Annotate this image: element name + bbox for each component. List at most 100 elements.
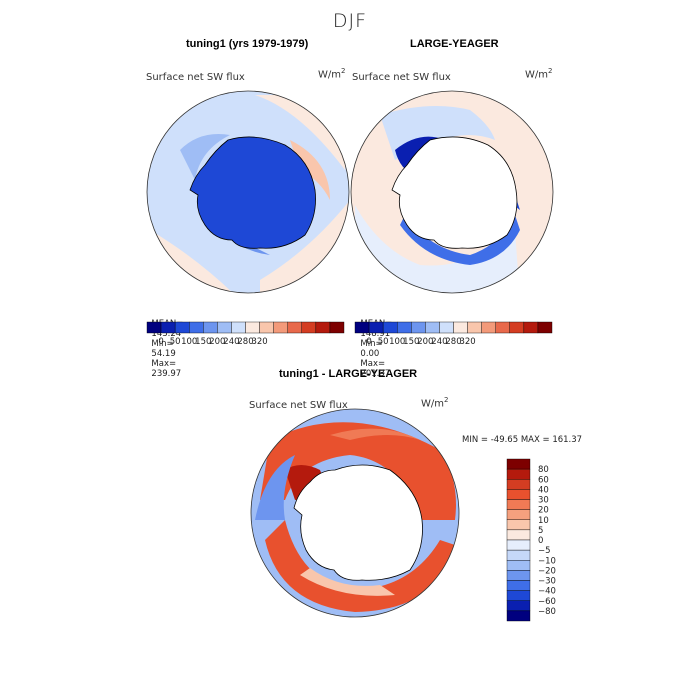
stat-mean-value: 143.24 [151, 329, 182, 339]
field-patch-weak-pos [300, 568, 395, 596]
map-panel-obs [351, 91, 553, 293]
stat-min-value: 54.19 [151, 349, 176, 359]
stat-mean-value: 148.91 [360, 329, 391, 339]
stat-min-label: Min= [360, 339, 383, 349]
colorbar-tick-label: 30 [538, 496, 549, 506]
colorbar-swatch [354, 321, 370, 334]
antarctica-landmass [293, 464, 423, 581]
field-ring-pos [260, 422, 456, 520]
colorbar-swatch [329, 321, 345, 334]
stat-max-label: Max= [151, 359, 177, 369]
stat-min-label: Min= [151, 339, 174, 349]
colorbar-swatch [160, 321, 176, 334]
antarctica-landmass [391, 136, 518, 249]
colorbar-swatch [368, 321, 384, 334]
units-label-model: W/m2 [318, 67, 345, 80]
colorbar-swatch [301, 321, 317, 334]
colorbar-swatch [189, 321, 204, 334]
colorbar-swatch [506, 468, 531, 480]
colorbar-swatch [259, 321, 274, 334]
colorbar-swatch [315, 321, 331, 334]
main-title: DJF [332, 10, 368, 32]
colorbar-tick-label: 320 [251, 337, 267, 347]
colorbar-swatch [506, 570, 531, 581]
colorbar-swatch [425, 321, 440, 334]
colorbar-tick-label: −30 [538, 577, 556, 587]
units-exponent: 2 [548, 67, 553, 75]
colorbar-swatch [495, 321, 510, 334]
colorbar-tick-label: −20 [538, 566, 556, 576]
colorbar-swatch [217, 321, 232, 334]
colorbar-swatch [506, 479, 531, 490]
map-panel-model [147, 91, 349, 293]
colorbar-tick-label: −10 [538, 556, 556, 566]
colorbar-tick-label: 320 [459, 337, 475, 347]
map-border-model [146, 90, 350, 294]
colorbar-tick-label: 0 [366, 337, 371, 347]
colorbar-tick-label: 20 [538, 506, 549, 516]
panel-title-obs: LARGE-YEAGER [410, 38, 499, 50]
colorbar-swatch [506, 529, 531, 541]
units-label-obs: W/m2 [525, 67, 552, 80]
colorbar-tick-label: 100 [389, 337, 405, 347]
colorbar-swatch [509, 321, 525, 334]
colorbar-tick-label: 50 [378, 337, 389, 347]
colorbar-tick-label: 280 [237, 337, 253, 347]
colorbar-swatch [506, 499, 531, 510]
colorbar-swatch [506, 560, 531, 571]
colorbar-swatch [506, 590, 531, 601]
colorbar-tick-label: −40 [538, 587, 556, 597]
colorbar-tick-label: 0 [538, 536, 543, 546]
units-label-diff: W/m2 [421, 396, 448, 409]
units-exponent: 2 [341, 67, 346, 75]
colorbar-tick-label: 5 [538, 526, 543, 536]
colorbar-swatch [245, 321, 260, 334]
colorbar-swatch [481, 321, 496, 334]
colorbar-swatch [506, 458, 531, 470]
colorbar-tick-label: −60 [538, 597, 556, 607]
panel-title-model: tuning1 (yrs 1979-1979) [186, 38, 309, 50]
stat-min-value: 0.00 [360, 349, 380, 359]
field-patch-neg [180, 134, 230, 180]
colorbar-swatch [506, 489, 531, 500]
colorbar-swatch [506, 509, 531, 520]
colorbar-swatch [506, 610, 531, 622]
map-panel-diff [251, 409, 459, 617]
colorbar-tick-label: 50 [170, 337, 181, 347]
colorbar-tick-label: −80 [538, 607, 556, 617]
colorbar-tick-label: 150 [195, 337, 211, 347]
units-text: W/m [421, 398, 444, 410]
colorbar-tick-label: 240 [431, 337, 447, 347]
map-border-diff [250, 408, 460, 618]
field-patch-neg [255, 455, 295, 520]
colorbar-swatch [231, 321, 246, 334]
units-text: W/m [318, 69, 341, 81]
field-patch-mid-pos [290, 140, 330, 200]
colorbar-tick-label: −5 [538, 546, 551, 556]
colorbar-swatch [174, 321, 190, 334]
field-ring-pos [265, 520, 455, 612]
colorbar-swatch [411, 321, 426, 334]
variable-label-model: Surface net SW flux [146, 72, 245, 83]
colorbar-swatch [523, 321, 539, 334]
colorbar-swatch [453, 321, 468, 334]
stat-max-value: 201.37 [360, 369, 391, 379]
colorbar-tick-label: 280 [445, 337, 461, 347]
colorbar-swatch [506, 549, 531, 561]
colorbar-tick-label: 100 [181, 337, 197, 347]
colorbar-tick-label: 240 [223, 337, 239, 347]
field-patch-pos [330, 428, 420, 440]
colorbar-swatch [203, 321, 218, 334]
stat-max-label: Max= [360, 359, 386, 369]
colorbar-tick-label: 200 [209, 337, 225, 347]
variable-label-obs: Surface net SW flux [352, 72, 451, 83]
variable-label-diff: Surface net SW flux [249, 400, 348, 411]
panel-title-diff: tuning1 - LARGE-YEAGER [279, 368, 418, 380]
colorbar-swatch [287, 321, 302, 334]
colorbar-swatch [506, 600, 531, 612]
colorbar-swatch [467, 321, 482, 334]
colorbar-swatch [506, 580, 531, 591]
